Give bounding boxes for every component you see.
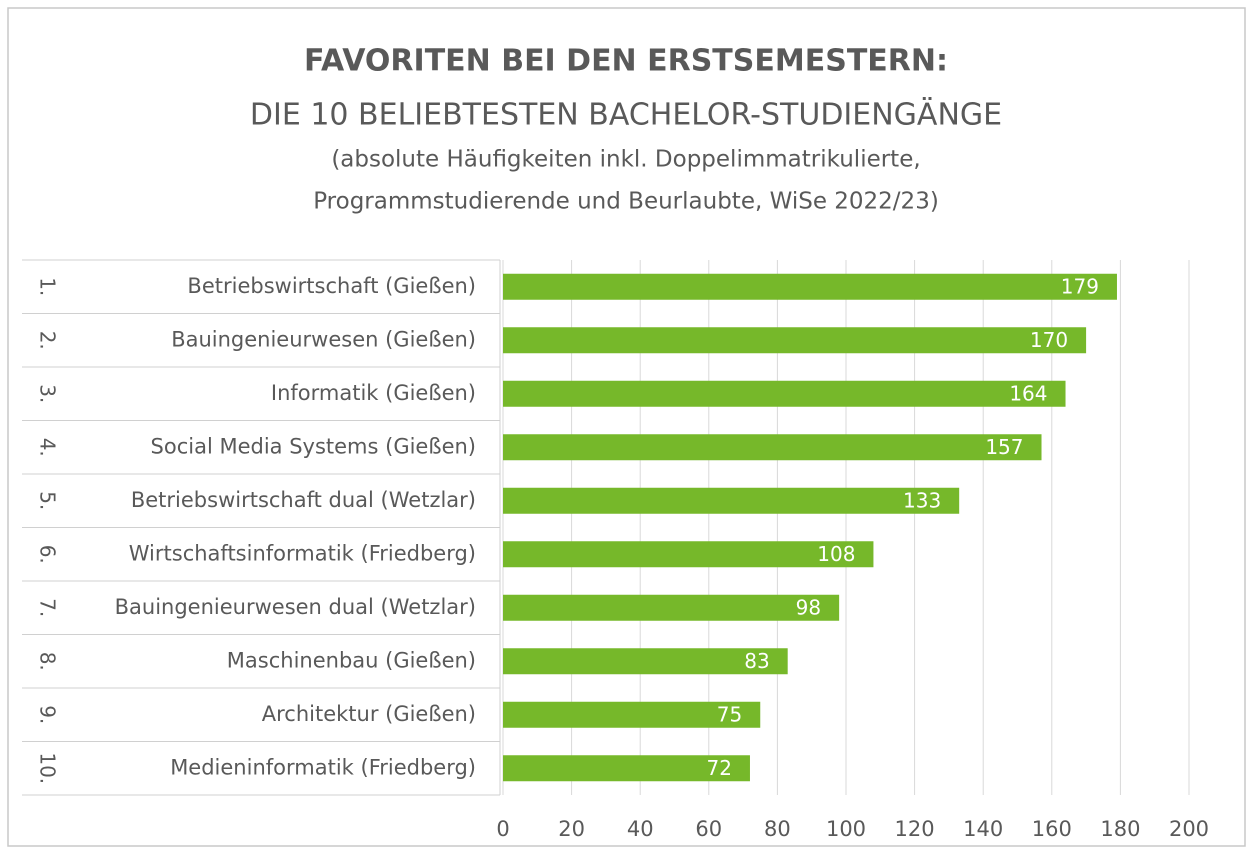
value-label: 83: [744, 649, 769, 673]
x-tick-label: 0: [496, 817, 509, 841]
value-label: 72: [707, 756, 732, 780]
x-tick-label: 20: [558, 817, 585, 841]
x-tick-label: 160: [1032, 817, 1072, 841]
value-label: 179: [1061, 274, 1099, 298]
value-label: 75: [717, 702, 742, 726]
y-tick-label: Maschinenbau (Gießen): [227, 648, 476, 672]
y-tick-label: Bauingenieurwesen dual (Wetzlar): [115, 595, 476, 619]
bar: [503, 327, 1087, 354]
y-tick-label: Social Media Systems (Gießen): [151, 434, 476, 458]
y-tick-label: Betriebswirtschaft (Gießen): [187, 274, 476, 298]
chart-title-line2: DIE 10 BELIEBTESTEN BACHELOR-STUDIENGÄNG…: [250, 97, 1002, 133]
bar: [503, 701, 761, 728]
bar: [503, 648, 788, 675]
y-tick-label: Medieninformatik (Friedberg): [170, 755, 476, 779]
bar: [503, 755, 750, 782]
value-label: 133: [903, 488, 941, 512]
value-label: 164: [1009, 381, 1047, 405]
chart-subtitle: (absolute Häufigkeiten inkl. Doppelimmat…: [331, 147, 920, 173]
bar: [503, 487, 960, 514]
x-tick-label: 120: [895, 817, 935, 841]
rank-label: 10.: [36, 752, 60, 784]
x-tick-label: 80: [764, 817, 791, 841]
y-tick-label: Wirtschaftsinformatik (Friedberg): [129, 541, 476, 565]
bar: [503, 380, 1066, 407]
y-tick-label: Informatik (Gießen): [271, 381, 476, 405]
rank-label: 8.: [36, 652, 60, 671]
x-tick-label: 200: [1169, 817, 1209, 841]
x-tick-label: 140: [963, 817, 1003, 841]
bar: [503, 273, 1117, 300]
bar: [503, 434, 1042, 461]
rank-label: 6.: [36, 545, 60, 564]
bar: [503, 594, 840, 621]
x-tick-label: 180: [1100, 817, 1140, 841]
value-label: 157: [985, 435, 1023, 459]
rank-label: 4.: [36, 438, 60, 457]
value-label: 170: [1030, 328, 1068, 352]
rank-label: 3.: [36, 384, 60, 403]
y-tick-label: Architektur (Gießen): [262, 702, 476, 726]
rank-label: 1.: [36, 277, 60, 296]
y-tick-label: Bauingenieurwesen (Gießen): [171, 327, 476, 351]
rank-label: 7.: [36, 598, 60, 617]
value-label: 108: [817, 542, 855, 566]
rank-label: 9.: [36, 705, 60, 724]
chart-title: FAVORITEN BEI DEN ERSTSEMESTERN:: [304, 44, 948, 79]
rank-label: 2.: [36, 331, 60, 350]
bar: [503, 541, 874, 568]
value-label: 98: [796, 595, 821, 619]
chart-subtitle: Programmstudierende und Beurlaubte, WiSe…: [313, 189, 939, 215]
x-tick-label: 60: [695, 817, 722, 841]
x-tick-label: 100: [826, 817, 866, 841]
y-tick-label: Betriebswirtschaft dual (Wetzlar): [131, 488, 476, 512]
rank-label: 5.: [36, 491, 60, 510]
x-tick-label: 40: [627, 817, 654, 841]
